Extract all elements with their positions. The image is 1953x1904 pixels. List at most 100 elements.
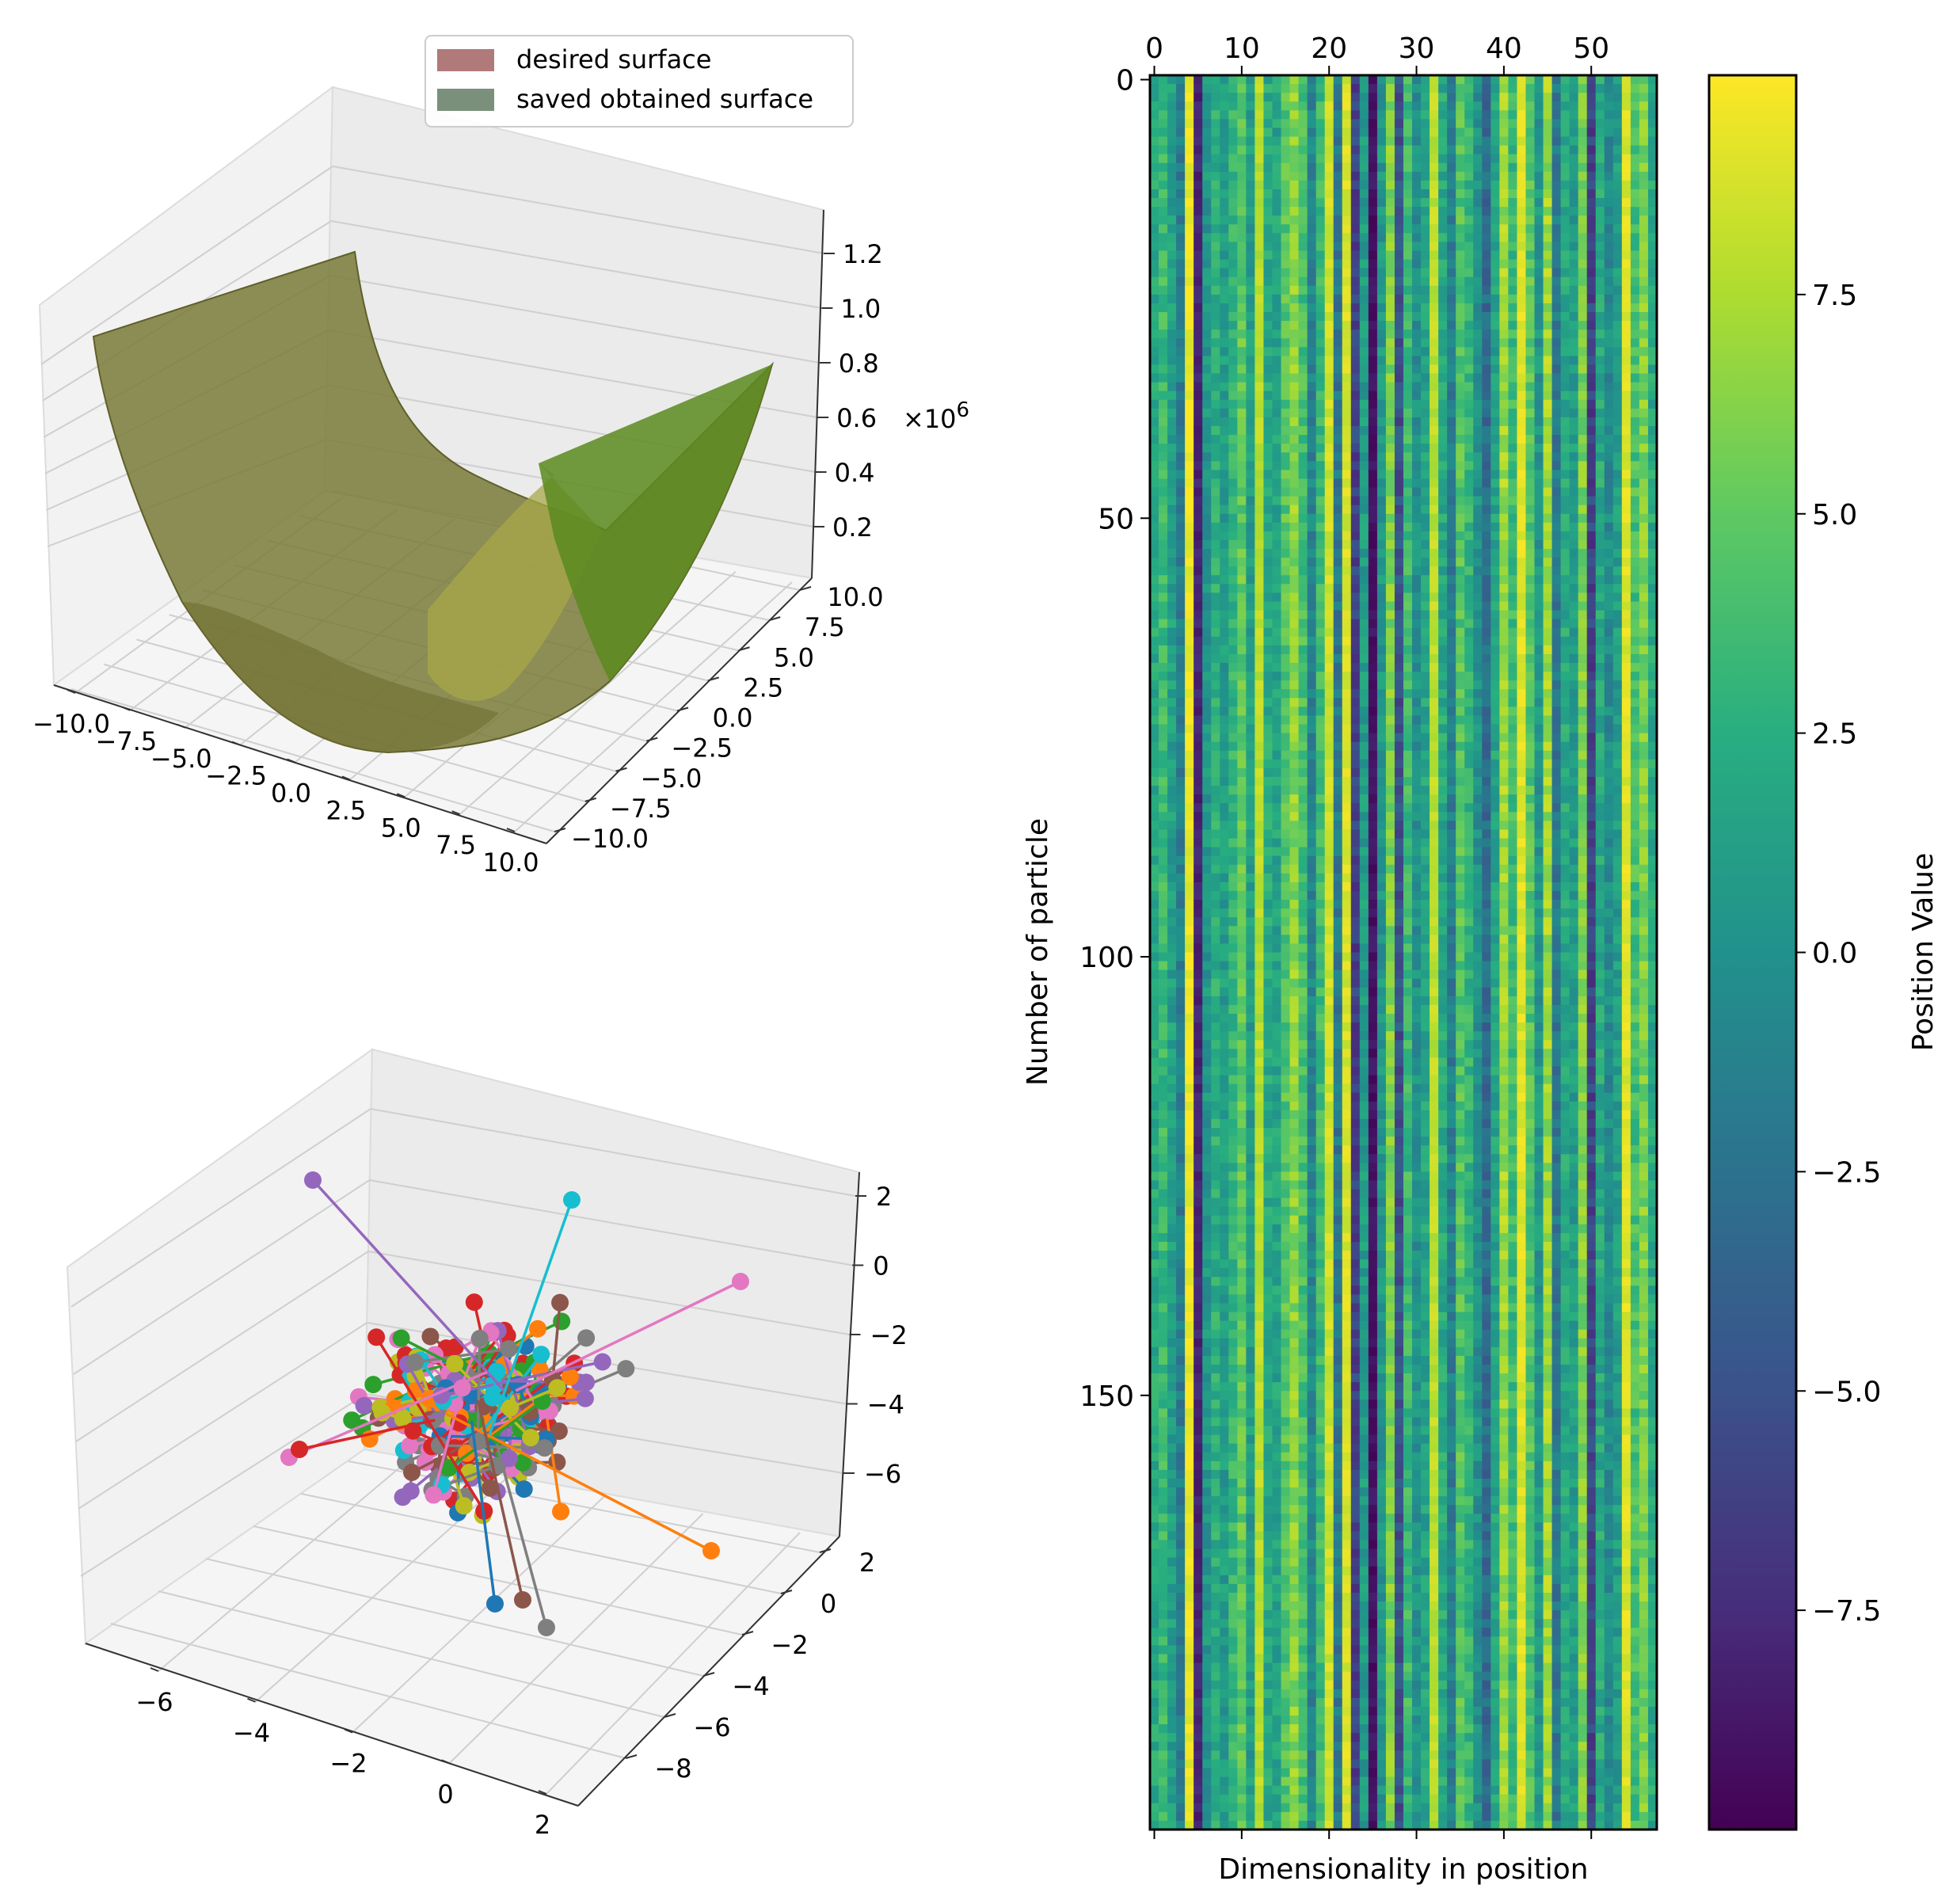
heatmap-cell [1220, 558, 1229, 567]
heatmap-cell [1220, 1312, 1229, 1322]
heatmap-cell [1263, 1224, 1273, 1234]
heatmap-cell [1159, 715, 1168, 725]
heatmap-cell [1307, 321, 1317, 330]
heatmap-cell [1281, 233, 1291, 243]
heatmap-cell [1185, 276, 1194, 287]
heatmap-cell [1220, 1750, 1229, 1760]
heatmap-cell [1211, 1716, 1220, 1725]
heatmap-cell [1167, 943, 1177, 954]
heatmap-cell [1150, 610, 1159, 620]
heatmap-cell [1176, 1285, 1186, 1296]
heatmap-cell [1211, 1794, 1220, 1804]
heatmap-cell [1228, 1759, 1238, 1769]
heatmap-cell [1237, 1294, 1247, 1304]
heatmap-cell [1289, 996, 1300, 1006]
heatmap-cell [1246, 636, 1256, 646]
heatmap-cell [1298, 1206, 1308, 1217]
heatmap-cell [1167, 1514, 1177, 1523]
heatmap-cell [1315, 171, 1326, 181]
heatmap-cell [1185, 1014, 1194, 1023]
heatmap-cell [1289, 1662, 1300, 1673]
heatmap-cell [1194, 1110, 1203, 1120]
heatmap-cell [1307, 531, 1317, 541]
heatmap-cell [1333, 619, 1343, 629]
heatmap-cell [1220, 207, 1229, 216]
heatmap-cell [1185, 321, 1194, 330]
heatmap-cell [1220, 672, 1229, 681]
heatmap-cell [1263, 917, 1273, 927]
heatmap-cell [1185, 864, 1194, 874]
particle-start-15 [421, 1327, 440, 1346]
heatmap-cell [1220, 1137, 1229, 1146]
heatmap-cell [1185, 1811, 1194, 1822]
heatmap-cell [1237, 329, 1247, 339]
heatmap-cell [1324, 487, 1334, 497]
heatmap-cell [1254, 1496, 1265, 1506]
heatmap-cell [1281, 777, 1291, 786]
heatmap-cell [1281, 522, 1291, 532]
heatmap-cell [1298, 1399, 1308, 1409]
heatmap-cell [1228, 1232, 1238, 1243]
heatmap-cell [1167, 1636, 1177, 1647]
heatmap-cell [1159, 198, 1168, 208]
heatmap-cell [1159, 1198, 1168, 1208]
heatmap-cell [1246, 1180, 1256, 1190]
heatmap-cell [1272, 1487, 1282, 1497]
heatmap-cell [1211, 794, 1220, 804]
heatmap-cell [1315, 1408, 1326, 1418]
heatmap-cell [1167, 706, 1177, 717]
heatmap-cell [1281, 198, 1291, 208]
heatmap-cell [1246, 496, 1256, 506]
heatmap-cell [1211, 1776, 1220, 1787]
heatmap-cell [1202, 1426, 1212, 1436]
heatmap-cell [1194, 969, 1203, 980]
heatmap-cell [1185, 435, 1194, 444]
heatmap-cell [1298, 505, 1308, 515]
heatmap-cell [1263, 706, 1273, 717]
heatmap-cell [1263, 1452, 1273, 1462]
heatmap-cell [1237, 1346, 1247, 1357]
heatmap-cell [1237, 1531, 1247, 1541]
heatmap-cell [1246, 900, 1256, 909]
heatmap-cell [1298, 1303, 1308, 1313]
heatmap-cell [1298, 1610, 1308, 1620]
heatmap-cell [1220, 1320, 1229, 1331]
heatmap-cell [1194, 154, 1203, 164]
heatmap-cell [1272, 636, 1282, 646]
heatmap-cell [1220, 215, 1229, 225]
heatmap-cell [1263, 390, 1273, 401]
heatmap-cell [1324, 1312, 1334, 1322]
heatmap-cell [1220, 1557, 1229, 1567]
heatmap-cell [1159, 1014, 1168, 1023]
heatmap-cell [1202, 759, 1212, 769]
heatmap-cell [1281, 1101, 1291, 1111]
heatmap-cell [1167, 505, 1177, 515]
heatmap-cell [1167, 680, 1177, 690]
heatmap-cell [1194, 1479, 1203, 1488]
heatmap-cell [1220, 706, 1229, 717]
heatmap-cell [1315, 1040, 1326, 1049]
heatmap-cell [1211, 426, 1220, 436]
heatmap-cell [1307, 1662, 1317, 1673]
heatmap-cell [1315, 1636, 1326, 1647]
heatmap-cell [1150, 1785, 1159, 1795]
heatmap-cell [1315, 1452, 1326, 1462]
particle-end-147 [470, 1330, 489, 1348]
heatmap-cell [1315, 1206, 1326, 1217]
heatmap-cell [1298, 1487, 1308, 1497]
heatmap-cell [1176, 1697, 1186, 1708]
heatmap-cell [1324, 1346, 1334, 1357]
heatmap-cell [1202, 1469, 1212, 1479]
heatmap-cell [1315, 1022, 1326, 1032]
heatmap-cell [1220, 882, 1229, 892]
heatmap-cell [1254, 1391, 1265, 1400]
heatmap-cell [1246, 1092, 1256, 1102]
heatmap-cell [1289, 636, 1300, 646]
heatmap-cell [1263, 435, 1273, 444]
heatmap-cell [1150, 1496, 1159, 1506]
heatmap-cell [1211, 724, 1220, 734]
scatter-y-tick-3 [741, 1631, 754, 1636]
heatmap-cell [1272, 312, 1282, 322]
heatmap-cell [1315, 470, 1326, 480]
heatmap-cell [1289, 558, 1300, 567]
